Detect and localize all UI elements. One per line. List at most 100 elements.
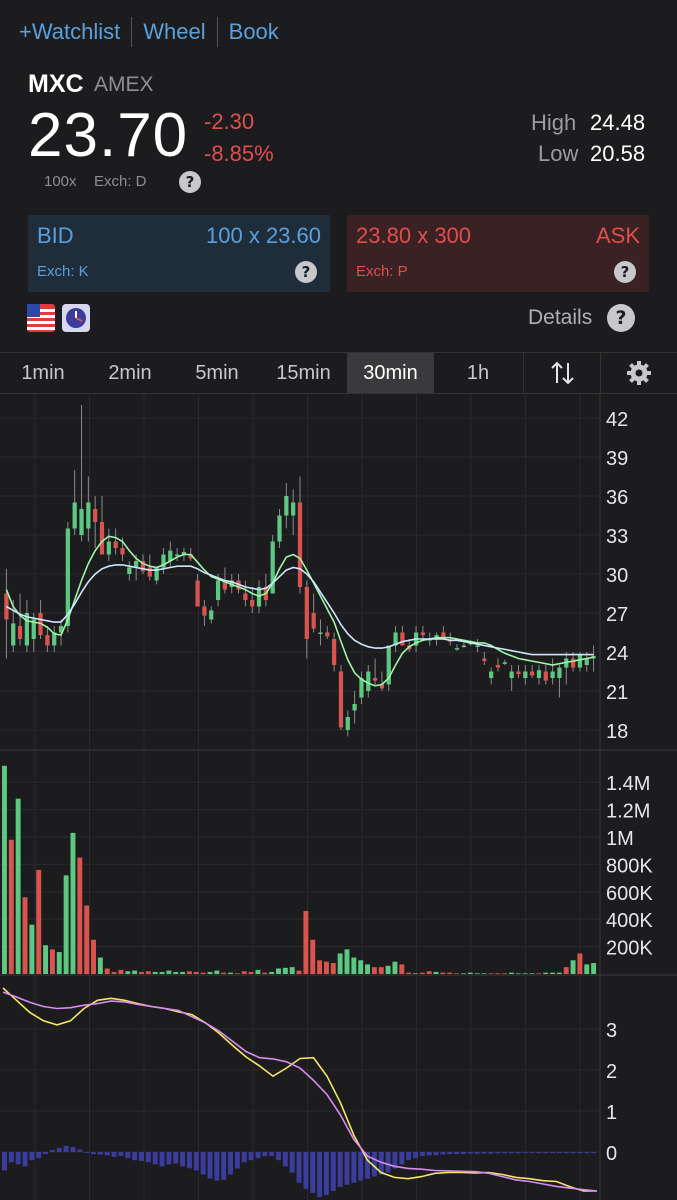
candle-body [502,662,507,664]
candle-body [393,632,398,646]
indicator-lines [2,535,598,1192]
macd-histogram-bar [214,1152,220,1181]
macd-histogram-bar [22,1152,28,1167]
volume-bar [371,967,377,974]
volume-bar [591,963,597,974]
volume-bar [166,970,172,974]
bid-label: BID [37,223,74,248]
candle-body [58,626,64,633]
macd-histogram-bar [248,1152,254,1161]
candle-body [379,684,385,689]
candle-body [454,648,460,650]
macd-histogram-bar [228,1152,234,1175]
macd-histogram-bar [344,1152,350,1185]
volume-bar [358,960,364,974]
us-flag-icon[interactable] [27,304,55,332]
tab-15min[interactable]: 15min [276,361,331,384]
macd-histogram-bar [385,1152,391,1173]
tab-5min[interactable]: 5min [195,361,239,384]
volume-bar [515,973,521,974]
candle-body [332,639,337,665]
bid-quote: 100 x 23.60 [206,223,321,249]
clock-icon[interactable] [62,304,90,332]
volume-bar [495,973,501,974]
candle-body [127,567,132,574]
macd-histogram-bar [234,1152,240,1169]
tab-1min[interactable]: 1min [21,361,65,384]
tab-2min[interactable]: 2min [108,361,152,384]
up-down-arrows-icon[interactable] [524,353,600,393]
price-chart[interactable]: 4239363330272421181.4M1.2M1M800K600K400K… [0,394,677,1200]
last-price: 23.70 [28,101,189,170]
ask-help-icon[interactable]: ? [614,261,636,283]
ask-size: 300 [434,223,472,248]
bid-help-icon[interactable]: ? [295,261,317,283]
macd-histogram-bar [49,1149,55,1152]
details-link[interactable]: Details [528,306,593,329]
volume-tick-label: 200K [606,938,653,960]
gear-icon[interactable] [601,353,677,393]
volume-bar [543,972,549,974]
volume-bar [392,961,398,974]
macd-histogram-bar [145,1152,151,1163]
candle-body [79,509,84,535]
volume-tick-label: 800K [606,855,653,877]
candle-body [140,561,146,572]
volume-bar [282,967,288,974]
volume-bar [2,765,7,974]
macd-histogram-bar [317,1152,323,1198]
macd-histogram-bar [508,1152,514,1154]
ask-exchange: Exch: P [356,263,408,280]
candle-body [17,626,23,639]
tab-30min[interactable]: 30min [347,353,434,393]
macd-histogram-bar [337,1152,343,1187]
candle-body [489,671,494,678]
macd-histogram-bar [330,1152,336,1191]
macd-histogram-bar [556,1152,562,1153]
volume-bar [186,971,192,974]
volume-tick-label: 600K [606,883,653,905]
ask-panel[interactable]: 23.80 x 300 ASK Exch: P ? [347,215,649,292]
watchlist-link[interactable]: +Watchlist [19,19,121,44]
price-change: -2.30 [204,109,255,134]
volume-bar [330,963,336,974]
macd-tick-label: 3 [606,1020,617,1042]
day-high: 24.48 [590,110,646,135]
candle-body [154,567,159,581]
volume-bar [255,969,261,974]
candle-body [400,632,405,646]
help-icon[interactable]: ? [179,171,201,193]
macd-histogram-bar [193,1152,199,1171]
macd-histogram-bar [139,1152,144,1162]
lot-size: 100x [44,173,77,190]
wheel-link[interactable]: Wheel [143,19,206,44]
macd-tick-label: 1 [606,1102,617,1124]
macd-histogram-bar [474,1152,480,1154]
macd-histogram-bar [132,1152,138,1161]
macd-histogram-bar [460,1152,466,1155]
macd-histogram-bar [419,1152,425,1157]
details-help-icon[interactable]: ? [607,304,635,332]
volume-bar [508,972,514,974]
volume-bar [522,973,528,974]
macd-histogram-bar [118,1152,124,1157]
candle-body [516,671,521,675]
signal-line [2,991,598,1192]
macd-histogram-bar [29,1152,35,1161]
tab-1h[interactable]: 1h [466,361,490,384]
macd-histogram-bar [303,1152,309,1189]
bid-panel[interactable]: BID 100 x 23.60 Exch: K ? [28,215,330,292]
volume-bar [8,839,14,974]
candle-body [557,667,562,678]
macd-histogram-bar [200,1152,206,1175]
candle-body [161,554,166,568]
candle-body [202,606,207,616]
macd-histogram-bar [406,1152,412,1161]
candle-body [93,509,98,522]
candle-body [31,619,36,639]
volume-bar [118,969,124,974]
macd-histogram-bar [481,1152,487,1154]
macd-histogram-bar [262,1152,268,1157]
candle-body [209,610,214,620]
book-link[interactable]: Book [228,19,279,44]
